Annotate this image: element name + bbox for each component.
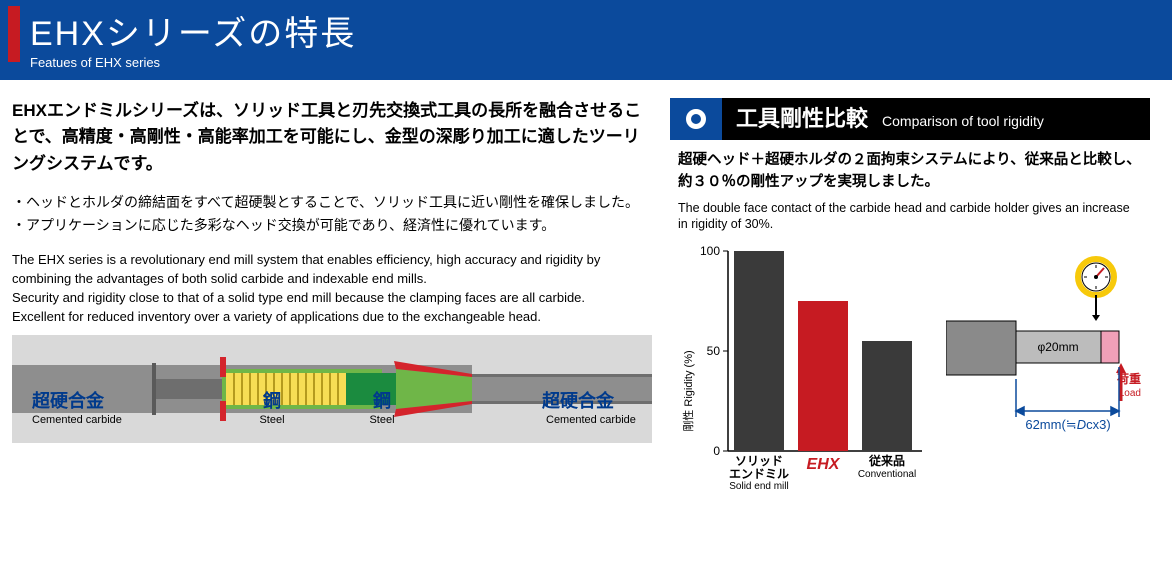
bar-conv [862,341,912,451]
svg-text:50: 50 [707,344,721,358]
bar-solid [734,251,784,451]
load-diagram: φ20mm 荷重 Load 62mm(≒Dcx3) [946,251,1141,441]
svg-text:0: 0 [713,444,720,458]
cs-label-steel2-jp: 鋼 [372,390,391,411]
chart-xlabels: ソリッド エンドミル Solid end mill EHX 従来品 Conven… [729,453,916,492]
tool-tip [1101,331,1119,363]
right-heading-jp: 工具剛性比較 [736,98,868,140]
rigidity-bar-chart: 剛性 Rigidity (%) 0 50 100 [678,241,938,501]
right-column: 工具剛性比較 Comparison of tool rigidity 超硬ヘッド… [670,98,1150,501]
svg-text:エンドミル: エンドミル [729,467,789,481]
chart-yticks: 0 50 100 [700,244,728,458]
diameter-label: φ20mm [1037,340,1078,354]
svg-text:Solid end mill: Solid end mill [729,481,788,492]
content: EHXエンドミルシリーズは、ソリッド工具と刃先交換式工具の長所を融合させることで… [0,80,1172,501]
ring-badge-icon [670,98,722,140]
svg-text:従来品: 従来品 [868,453,905,468]
cs-label-left-en: Cemented carbide [32,414,122,426]
svg-text:100: 100 [700,244,720,258]
bullet-1-jp: ・ヘッドとホルダの締結面をすべて超硬製とすることで、ソリッド工具に近い剛性を確保… [12,191,652,214]
right-lead-jp: 超硬ヘッド＋超硬ホルダの２面拘束システムにより、従来品と比較し、約３０％の剛性ア… [678,150,1142,194]
bullets-jp: ・ヘッドとホルダの締結面をすべて超硬製とすることで、ソリッド工具に近い剛性を確保… [12,191,652,237]
chart-row: 剛性 Rigidity (%) 0 50 100 [678,241,1142,501]
lead-jp: EHXエンドミルシリーズは、ソリッド工具と刃先交換式工具の長所を融合させることで… [12,98,652,177]
header-title-jp: EHXシリーズの特長 [30,6,356,55]
cs-label-steel2-en: Steel [369,414,394,426]
right-heading-bar: 工具剛性比較 Comparison of tool rigidity [722,98,1150,140]
cs-label-right-jp: 超硬合金 [542,390,615,411]
length-label: 62mm(≒Dcx3) [1025,417,1110,432]
svg-text:EHX: EHX [807,456,841,473]
load-label-en: Load [1119,388,1141,399]
bar-ehx [798,301,848,451]
header-accent-bar [8,6,20,62]
length-dimension-icon [1016,367,1119,417]
bullet-2-jp: ・アプリケーションに応じた多彩なヘッド交換が可能であり、経済性に優れています。 [12,214,652,237]
svg-text:ソリッド: ソリッド [735,454,783,468]
cs-label-steel1-jp: 鋼 [262,390,281,411]
left-column: EHXエンドミルシリーズは、ソリッド工具と刃先交換式工具の長所を融合させることで… [12,98,652,501]
cross-section-diagram: 超硬合金 Cemented carbide 鋼 Steel 鋼 Steel 超硬… [12,335,652,443]
header-text: EHXシリーズの特長 Featues of EHX series [30,6,356,70]
right-heading-en: Comparison of tool rigidity [882,113,1044,129]
header-title-en: Featues of EHX series [30,55,356,70]
chart-ylabel: 剛性 Rigidity (%) [681,351,695,432]
page-header: EHXシリーズの特長 Featues of EHX series [0,0,1172,80]
right-heading: 工具剛性比較 Comparison of tool rigidity [670,98,1150,140]
fixture-block [946,321,1016,375]
lead-en: The EHX series is a revolutionary end mi… [12,251,652,326]
cs-label-steel1-en: Steel [259,414,284,426]
cs-label-left-jp: 超硬合金 [32,390,105,411]
right-lead-en: The double face contact of the carbide h… [678,200,1142,234]
cs-label-right-en: Cemented carbide [546,414,636,426]
svg-text:Conventional: Conventional [858,469,916,480]
right-body: 超硬ヘッド＋超硬ホルダの２面拘束システムにより、従来品と比較し、約３０％の剛性ア… [670,140,1150,501]
